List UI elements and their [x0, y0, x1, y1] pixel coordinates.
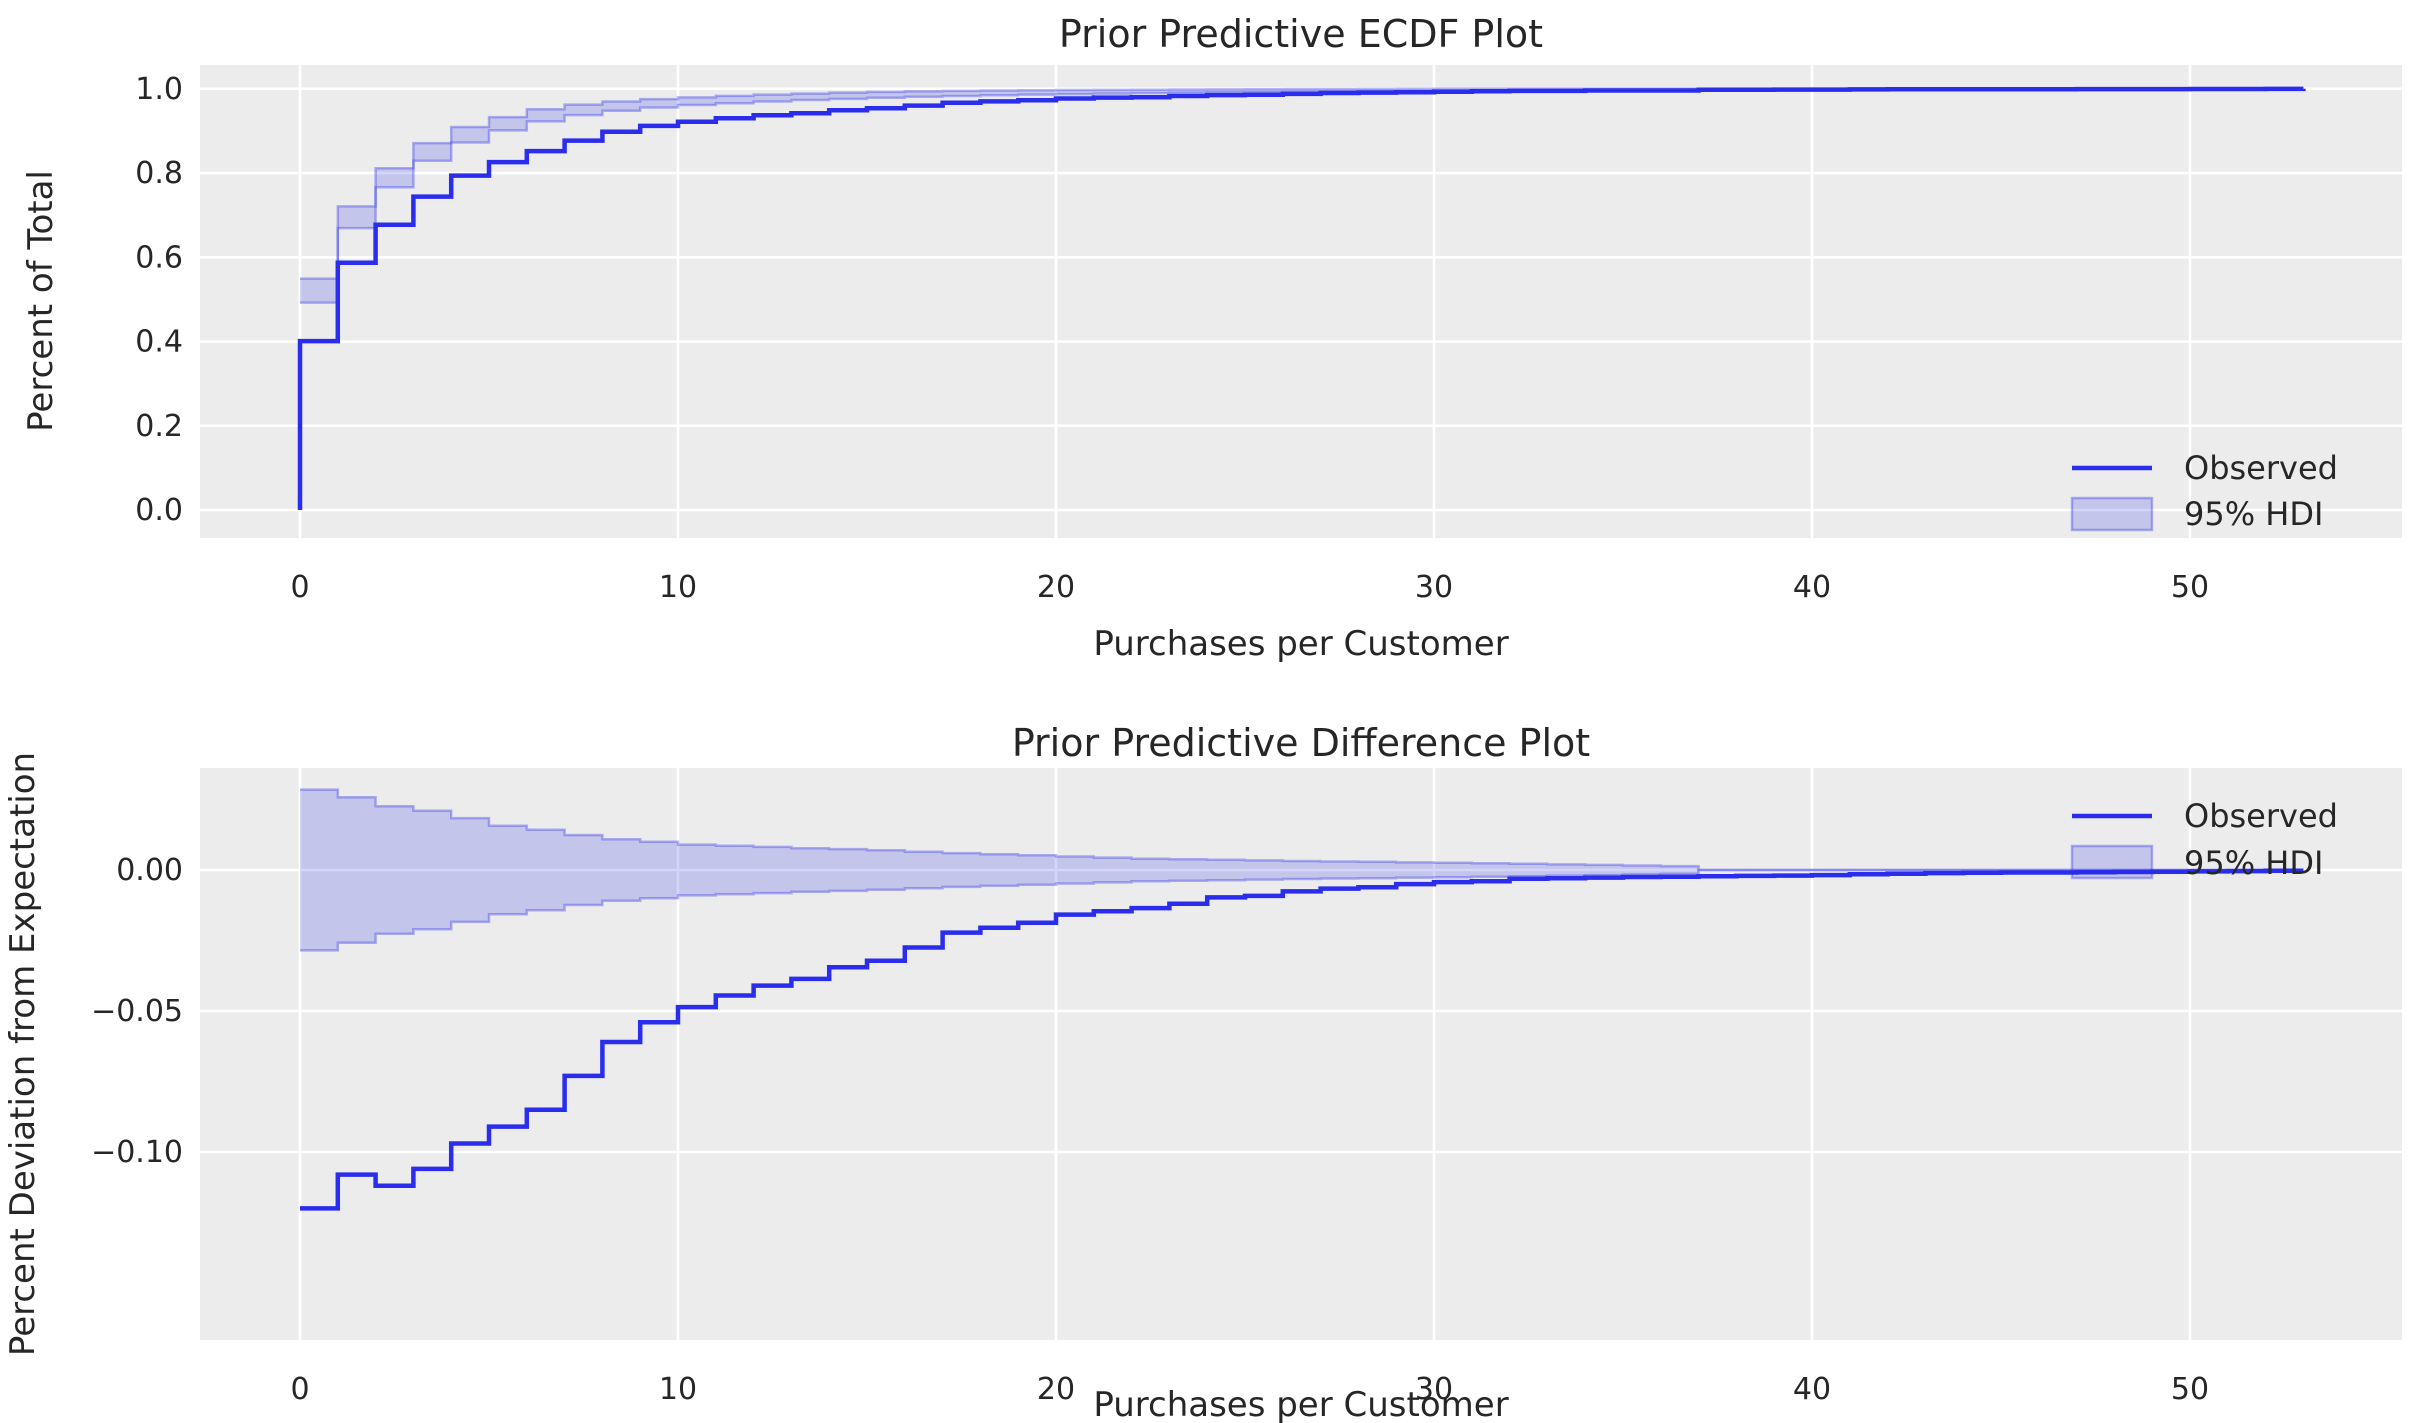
y-tick-label: 0.8: [135, 156, 183, 191]
ecdf-legend-hdi-patch-sample: [2070, 496, 2154, 532]
observed-step-line: [297, 86, 2306, 510]
ecdf-xaxis-label: Purchases per Customer: [1093, 624, 1508, 664]
difference-legend-hdi-label: 95% HDI: [2184, 844, 2323, 882]
x-tick-label: 10: [659, 570, 697, 605]
x-tick-label: 40: [1793, 570, 1831, 605]
ecdf-plot-area: 0 10 20 30 40 50 1.0 0.8 0.6 0.4 0.2 0.0: [135, 65, 2402, 605]
y-tick-label: −0.10: [91, 1135, 183, 1170]
y-tick-label: 0.0: [135, 493, 183, 528]
x-tick-label: 30: [1415, 570, 1453, 605]
difference-plot-title: Prior Predictive Difference Plot: [1012, 721, 1590, 765]
hdi-band: [300, 789, 2304, 951]
hdi-band-lower-edge: [300, 868, 2304, 952]
difference-legend-hdi-patch-sample: [2070, 844, 2154, 880]
ecdf-plot-title: Prior Predictive ECDF Plot: [1059, 12, 1543, 56]
difference-legend-observed-label: Observed: [2184, 797, 2338, 835]
x-tick-label: 30: [1415, 1372, 1453, 1407]
x-tick-label: 50: [2171, 1372, 2209, 1407]
difference-yaxis-label: Percent Deviation from Expectation: [3, 752, 43, 1356]
difference-xaxis-label: Purchases per Customer: [1093, 1385, 1508, 1423]
ecdf-yaxis-label: Percent of Total: [21, 170, 61, 432]
x-tick-label: 10: [659, 1372, 697, 1407]
ecdf-legend-hdi-label: 95% HDI: [2184, 495, 2323, 533]
x-tick-label: 50: [2171, 570, 2209, 605]
difference-legend: Observed 95% HDI: [2070, 797, 2338, 882]
y-tick-label: 0.2: [135, 409, 183, 444]
x-tick-label: 20: [1037, 1372, 1075, 1407]
x-tick-label: 40: [1793, 1372, 1831, 1407]
y-tick-label: 0.00: [116, 853, 183, 888]
y-tick-label: 0.4: [135, 325, 183, 360]
panel-background: [200, 65, 2402, 538]
y-tick-label: 1.0: [135, 72, 183, 107]
ecdf-legend-observed-label: Observed: [2184, 449, 2338, 487]
x-tick-label: 20: [1037, 570, 1075, 605]
x-tick-label: 0: [290, 570, 309, 605]
panel-background: [200, 768, 2402, 1340]
y-tick-label: 0.6: [135, 240, 183, 275]
hdi-band-upper-edge: [300, 788, 2304, 872]
difference-plot-area: 0 10 20 30 40 50 0.00 −0.05 −0.10: [91, 768, 2402, 1407]
y-tick-label: −0.05: [91, 994, 183, 1029]
x-tick-label: 0: [290, 1372, 309, 1407]
observed-step-line: [300, 868, 2304, 1211]
ecdf-legend: Observed 95% HDI: [2070, 449, 2338, 533]
